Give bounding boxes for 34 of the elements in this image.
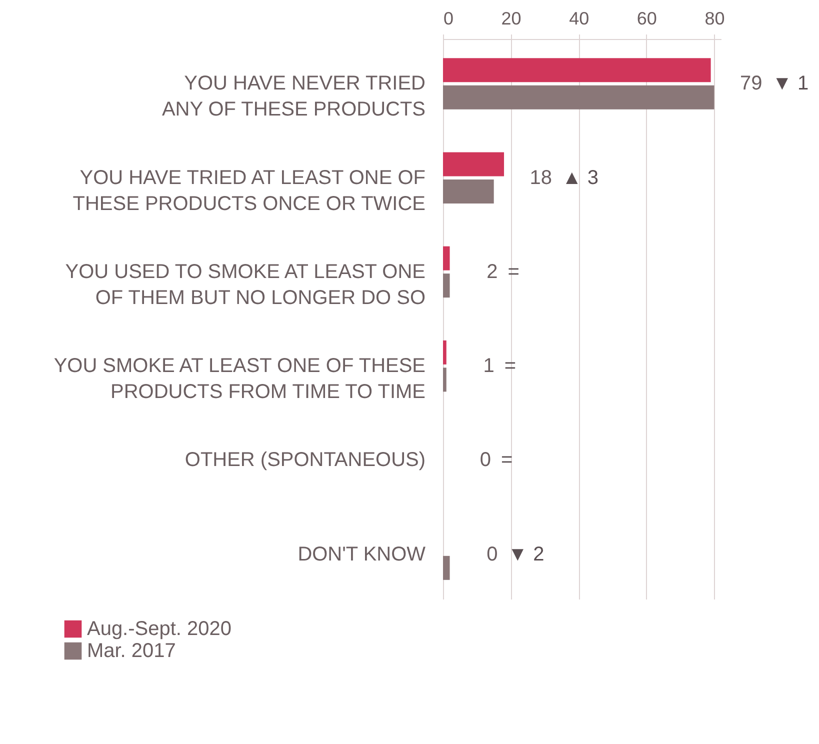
bar [442,85,714,110]
annotation: = [500,449,513,472]
x-tick-label: 40 [569,8,590,29]
y-tick-label: YOU HAVE NEVER TRIED ANY OF THESE PRODUCTS [162,72,426,121]
bar [442,179,494,204]
bar [442,246,450,270]
y-tick-label: OTHER (SPONTANEOUS) [184,449,426,472]
y-tick-label: YOU SMOKE AT LEAST ONE OF THESE PRODUCTS FROM TIME TO TIME [54,355,426,404]
annotation: ▲ 3 [562,166,598,189]
data-label: 2 [486,260,498,283]
bar [442,152,504,176]
data-label: 1 [483,355,494,378]
bar [442,274,450,298]
y-tick-label: DON'T KNOW [298,543,426,566]
data-label: 0 [480,449,491,472]
x-tick-label: 60 [636,8,657,29]
data-label: 79 [740,72,762,95]
y-tick-label: YOU HAVE TRIED AT LEAST ONE OF THESE PRODUCTS ONCE OR TWICE [72,166,426,215]
data-label: 0 [486,543,498,566]
bar [442,340,446,364]
bar [442,58,711,82]
x-tick-label: 0 [443,8,454,29]
bar [442,556,450,580]
text: ▼ 1 [772,72,809,95]
data-label: 18 [530,166,552,189]
x-tick-label: 20 [501,8,522,29]
x-tick-label: 80 [704,8,725,29]
annotation: = [508,260,520,283]
legend-label: Aug.-Sept. 2020 [87,618,232,640]
legend-label: Mar. 2017 [87,640,176,662]
bar [442,368,446,392]
annotation: ▼ 2 [508,543,544,566]
y-tick-label: YOU USED TO SMOKE AT LEAST ONE OF THEM BUT NO LONGER DO SO [65,260,426,309]
annotation: = [504,355,516,378]
